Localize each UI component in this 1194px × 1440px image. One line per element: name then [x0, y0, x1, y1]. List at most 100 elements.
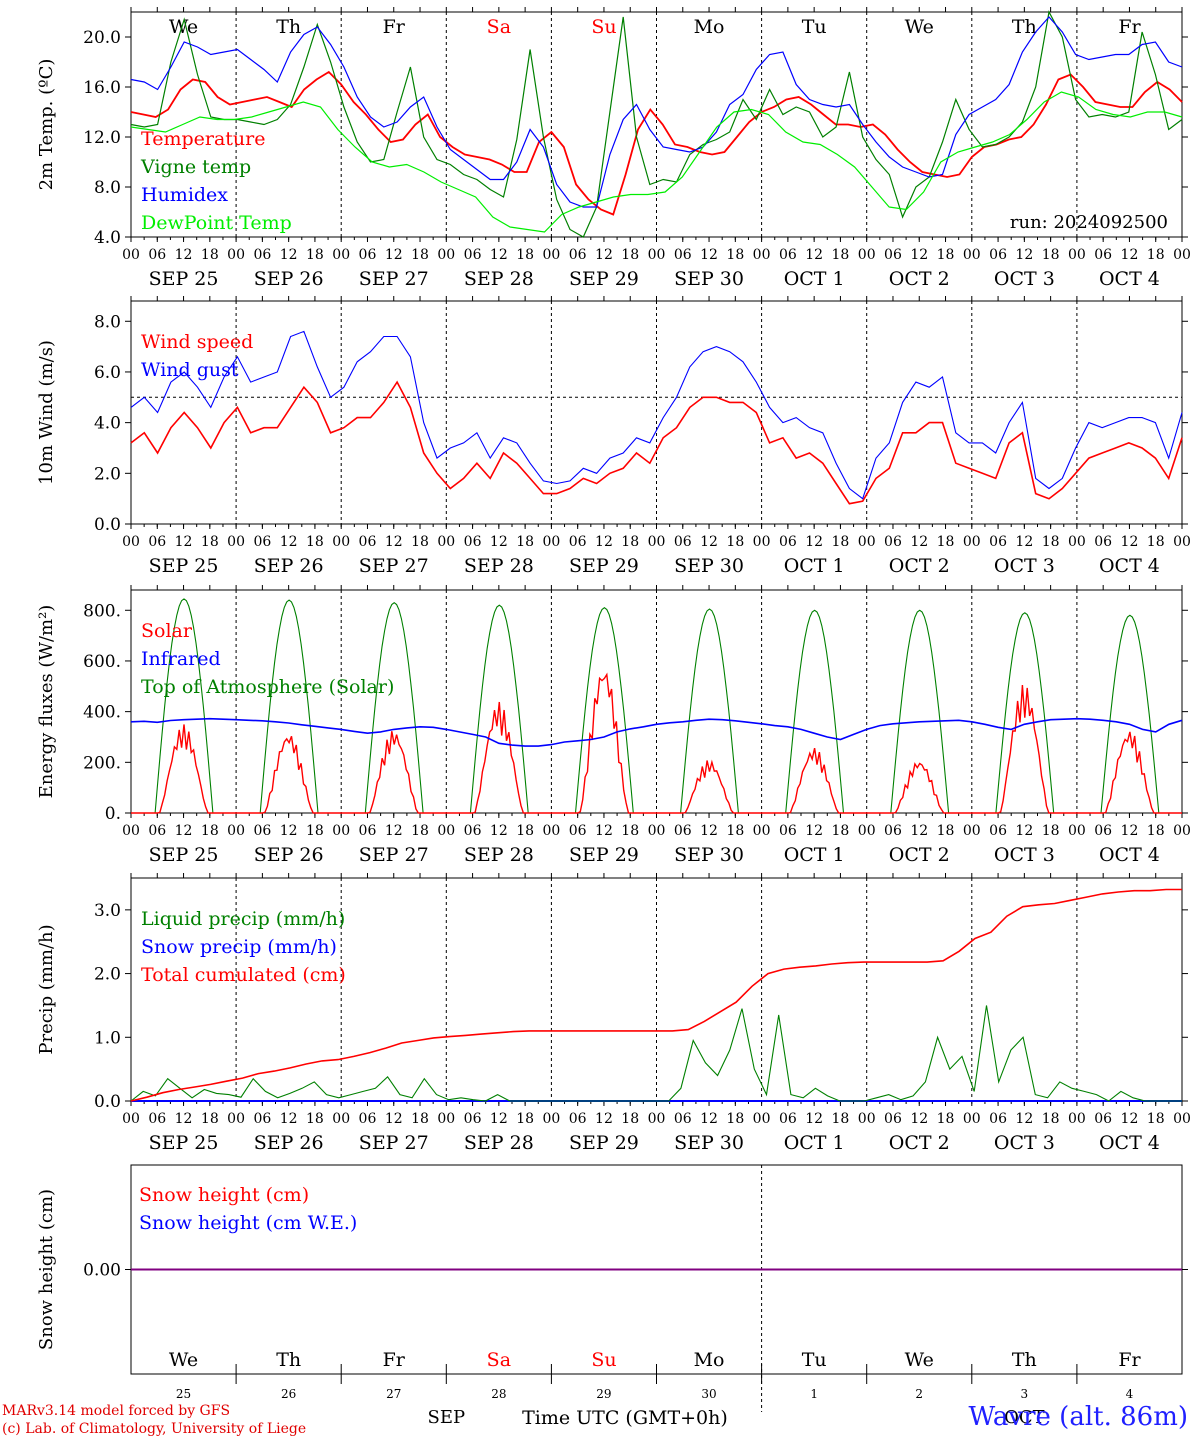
date-label: OCT 4	[1099, 844, 1160, 866]
hour-label: 12	[385, 247, 403, 263]
hour-label: 06	[989, 823, 1007, 839]
hour-label: 00	[1173, 534, 1191, 550]
hour-label: 18	[201, 534, 219, 550]
hour-label: 12	[700, 823, 718, 839]
hour-label: 18	[411, 1111, 429, 1127]
date-label: SEP 28	[464, 268, 534, 290]
hour-label: 12	[700, 247, 718, 263]
y-tick-label: 0.00	[83, 1261, 121, 1281]
weekday-label: Sa	[487, 16, 511, 38]
hour-label: 12	[280, 823, 298, 839]
month-label: SEP	[428, 1407, 466, 1428]
hour-label: 12	[1015, 534, 1033, 550]
date-label: SEP 27	[359, 268, 429, 290]
hour-label: 18	[516, 823, 534, 839]
hour-label: 00	[858, 1111, 876, 1127]
hour-label: 18	[726, 823, 744, 839]
hour-label: 18	[1147, 247, 1165, 263]
hour-label: 18	[937, 823, 955, 839]
date-label: OCT 4	[1099, 268, 1160, 290]
hour-label: 06	[779, 534, 797, 550]
hour-label: 00	[753, 247, 771, 263]
hour-label: 18	[1042, 1111, 1060, 1127]
x-axis-title: Time UTC (GMT+0h)	[522, 1407, 728, 1429]
weekday-label: Th	[1012, 16, 1037, 38]
temp-series-line	[130, 16, 1183, 208]
hour-label: 06	[569, 247, 587, 263]
day-number-label: 25	[176, 1387, 191, 1401]
hour-label: 18	[201, 823, 219, 839]
hour-label: 12	[805, 534, 823, 550]
date-label: SEP 28	[464, 555, 534, 577]
cumulated-precip-line	[130, 888, 1182, 1102]
hour-label: 00	[332, 823, 350, 839]
run-label: run: 2024092500	[1010, 212, 1168, 233]
hour-label: 18	[726, 534, 744, 550]
hour-label: 06	[674, 247, 692, 263]
hour-label: 12	[490, 1111, 508, 1127]
hour-label: 00	[858, 534, 876, 550]
hour-label: 12	[385, 1111, 403, 1127]
hour-label: 12	[1015, 823, 1033, 839]
hour-label: 18	[1147, 823, 1165, 839]
legend-entry: Wind speed	[141, 331, 253, 353]
hour-label: 06	[989, 1111, 1007, 1127]
y-tick-label: 16.0	[83, 78, 121, 98]
hour-label: 18	[726, 1111, 744, 1127]
panel-frame	[130, 11, 1183, 238]
hour-label: 18	[937, 1111, 955, 1127]
day-number-label: 27	[386, 1387, 401, 1401]
hour-label: 06	[674, 823, 692, 839]
hour-label: 00	[858, 823, 876, 839]
hour-label: 12	[805, 823, 823, 839]
weekday-label: Th	[1012, 1349, 1037, 1371]
y-tick-label: 0.0	[94, 515, 121, 535]
hour-label: 00	[437, 823, 455, 839]
hour-label: 18	[621, 534, 639, 550]
hour-label: 12	[805, 247, 823, 263]
hour-label: 00	[1173, 1111, 1191, 1127]
date-label: SEP 30	[674, 268, 744, 290]
hour-label: 06	[779, 1111, 797, 1127]
hour-label: 12	[1015, 247, 1033, 263]
temp-series-line	[130, 70, 1183, 216]
y-axis-label: Snow height (cm)	[36, 1189, 57, 1350]
hour-label: 12	[595, 247, 613, 263]
y-tick-label: 0.0	[94, 1092, 121, 1112]
date-label: SEP 30	[674, 844, 744, 866]
hour-label: 18	[201, 247, 219, 263]
date-label: SEP 26	[254, 1132, 324, 1154]
hour-label: 00	[1068, 247, 1086, 263]
hour-label: 18	[621, 247, 639, 263]
hour-label: 06	[464, 247, 482, 263]
hour-label: 18	[306, 534, 324, 550]
hour-label: 18	[832, 534, 850, 550]
hour-label: 06	[464, 1111, 482, 1127]
date-label: SEP 25	[149, 268, 219, 290]
legend-entry: Snow height (cm W.E.)	[139, 1212, 357, 1234]
legend-entry: Snow height (cm)	[139, 1184, 309, 1206]
hour-label: 00	[227, 1111, 245, 1127]
y-tick-label: 3.0	[94, 901, 121, 921]
y-tick-label: 6.0	[94, 363, 121, 383]
hour-label: 06	[148, 534, 166, 550]
hour-label: 18	[1147, 1111, 1165, 1127]
date-label: SEP 25	[149, 844, 219, 866]
hour-label: 12	[1121, 823, 1139, 839]
hour-label: 00	[122, 1111, 140, 1127]
date-label: OCT 3	[994, 268, 1055, 290]
date-label: OCT 1	[784, 555, 845, 577]
hour-label: 06	[253, 823, 271, 839]
hour-label: 06	[359, 823, 377, 839]
weekday-label: Th	[276, 16, 301, 38]
weekday-label: Th	[276, 1349, 301, 1371]
wind-series-line	[130, 330, 1183, 500]
hour-label: 12	[280, 534, 298, 550]
weekday-label: Mo	[694, 1349, 725, 1371]
legend-entry: Top of Atmosphere (Solar)	[141, 676, 394, 698]
date-label: SEP 26	[254, 555, 324, 577]
hour-label: 00	[648, 1111, 666, 1127]
date-label: SEP 29	[569, 844, 639, 866]
hour-label: 00	[963, 823, 981, 839]
